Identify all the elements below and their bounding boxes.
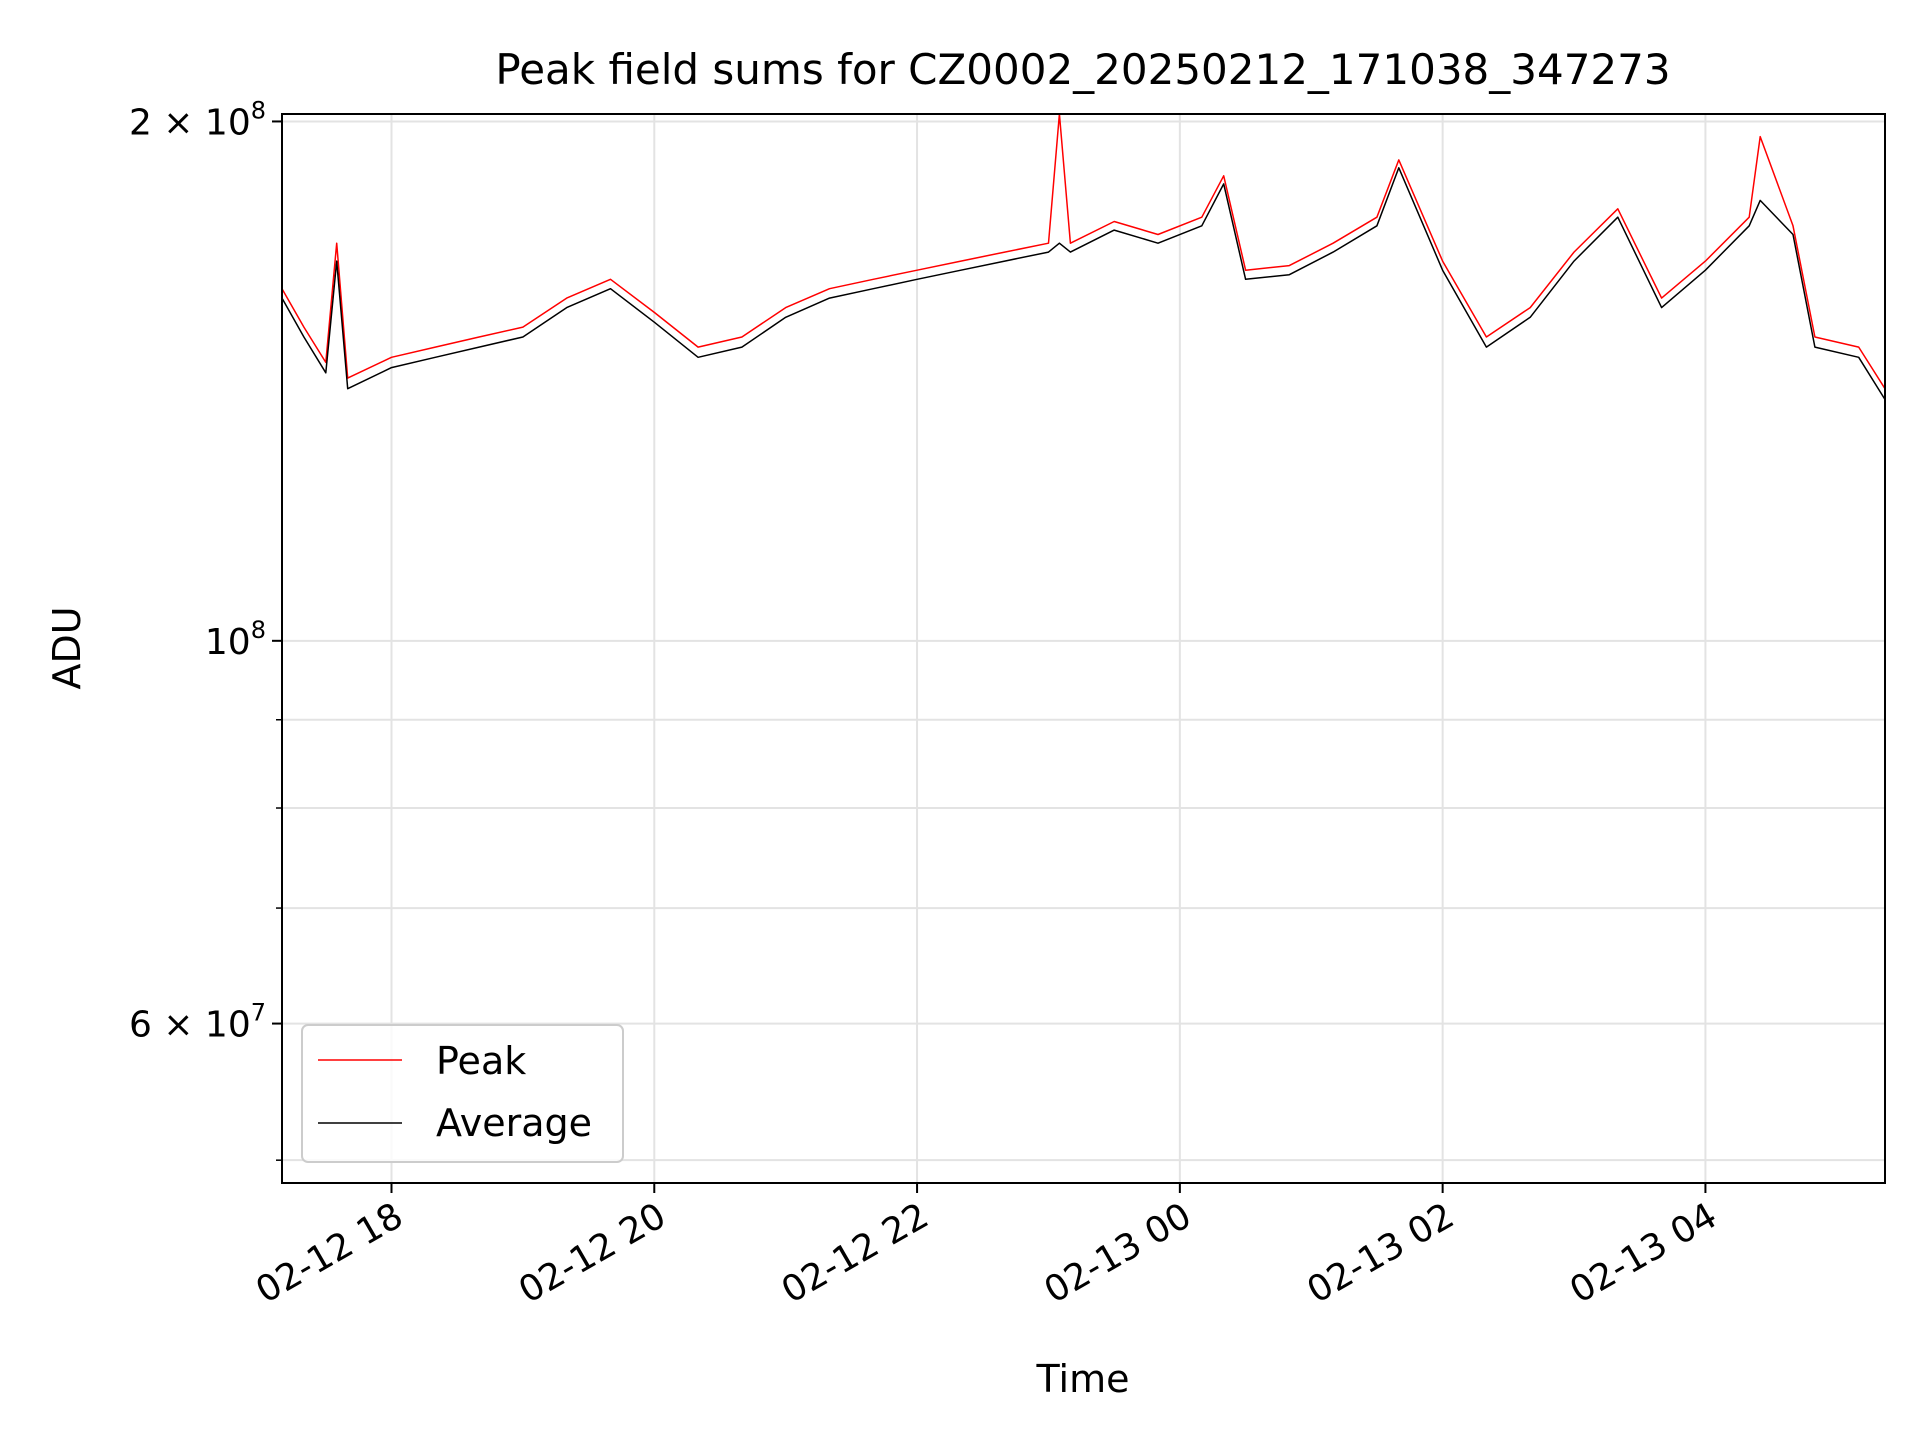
legend: Peak Average xyxy=(301,1024,624,1163)
grid xyxy=(282,114,1885,1183)
y-tick-label-base: 6 × 10 xyxy=(129,1005,251,1046)
chart-title: Peak field sums for CZ0002_20250212_1710… xyxy=(495,45,1670,94)
legend-average-label: Average xyxy=(436,1101,592,1145)
x-axis-label: Time xyxy=(1036,1357,1130,1401)
y-axis-label: ADU xyxy=(45,606,89,689)
series-line-average xyxy=(281,167,1886,400)
y-tick-label-base: 2 × 10 xyxy=(129,102,251,143)
y-tick-label: 2 × 108 xyxy=(129,96,266,143)
y-tick-label-exponent: 8 xyxy=(251,96,266,124)
y-tick-label-exponent: 8 xyxy=(251,616,266,644)
y-tick-label-exponent: 7 xyxy=(251,999,266,1027)
plot-area xyxy=(281,113,1886,400)
y-tick-label-base: 10 xyxy=(205,622,251,663)
axes-frame xyxy=(281,113,1886,1184)
y-tick-label: 6 × 107 xyxy=(129,999,266,1046)
series-line-peak xyxy=(281,113,1886,390)
y-tick-label: 108 xyxy=(205,616,266,663)
legend-peak-label: Peak xyxy=(436,1039,526,1083)
